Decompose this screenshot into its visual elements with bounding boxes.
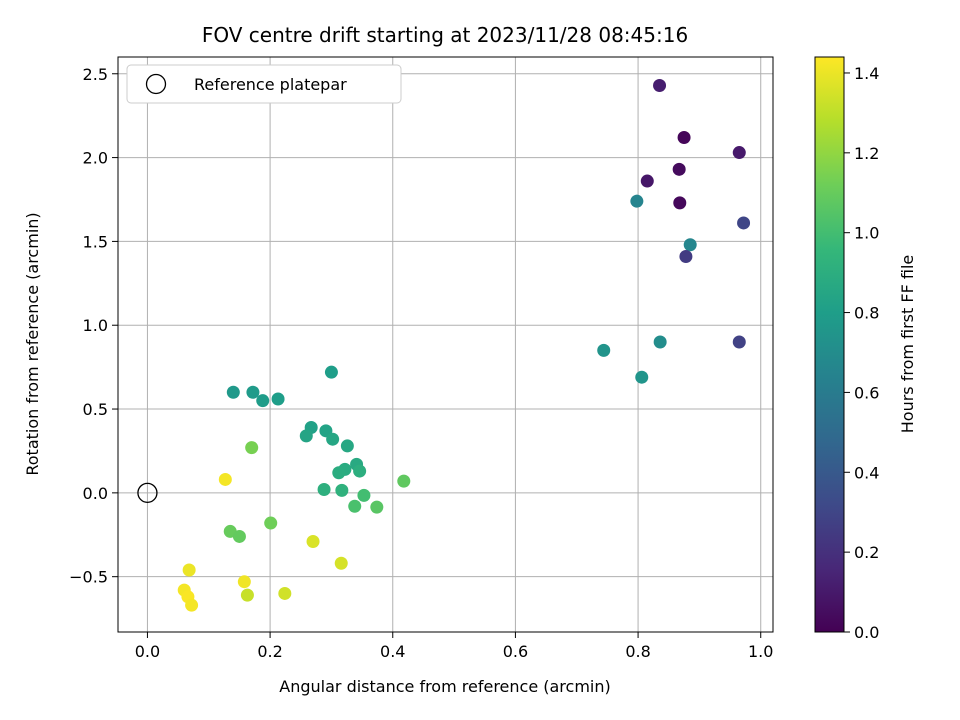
data-point (240, 588, 254, 602)
data-point (340, 439, 354, 453)
data-point (672, 162, 686, 176)
colorbar-ticks: 0.0 0.2 0.4 0.6 0.8 1.0 1.2 1.4 (844, 64, 879, 642)
data-point (397, 474, 411, 488)
data-point (370, 500, 384, 514)
y-tick-label: 1.5 (83, 232, 108, 251)
data-point (256, 394, 270, 408)
data-point (264, 516, 278, 530)
data-point (348, 499, 362, 513)
data-point (271, 392, 285, 406)
x-tick-label: 0.8 (625, 642, 650, 661)
colorbar-tick-label: 0.4 (854, 463, 879, 482)
y-tick-label: 2.0 (83, 149, 108, 168)
data-point (677, 130, 691, 144)
data-point (679, 249, 693, 263)
data-point (278, 586, 292, 600)
colorbar-tick-label: 0.8 (854, 304, 879, 323)
data-point (245, 441, 259, 455)
y-tick-label: 0.5 (83, 400, 108, 419)
x-tick-label: 0.6 (503, 642, 528, 661)
legend-marker-icon (145, 73, 167, 95)
colorbar-tick-label: 1.0 (854, 224, 879, 243)
data-point (237, 575, 251, 589)
data-point (334, 556, 348, 570)
data-point (640, 174, 654, 188)
data-point (326, 432, 340, 446)
data-point (737, 216, 751, 230)
y-tick-label: 0.0 (83, 484, 108, 503)
data-point (635, 370, 649, 384)
reference-marker (137, 482, 158, 504)
colorbar-tick-label: 0.2 (854, 543, 879, 562)
data-point (317, 483, 331, 497)
data-point (335, 483, 349, 497)
x-axis-ticks: 0.0 0.2 0.4 0.6 0.8 1.0 (135, 632, 773, 661)
x-tick-label: 1.0 (748, 642, 773, 661)
colorbar-tick-label: 0.0 (854, 623, 879, 642)
plot-frame (117, 56, 774, 633)
data-point (182, 563, 196, 577)
y-axis-label: Rotation from reference (arcmin) (23, 212, 42, 475)
x-axis-label: Angular distance from reference (arcmin) (279, 677, 610, 696)
data-point (653, 78, 667, 92)
data-point (353, 464, 367, 478)
data-point (218, 472, 232, 486)
data-point (306, 534, 320, 548)
colorbar-label: Hours from first FF file (898, 255, 917, 434)
colorbar-tick-label: 1.4 (854, 64, 879, 83)
data-point (597, 343, 611, 357)
data-point (673, 196, 687, 210)
x-tick-label: 0.0 (135, 642, 160, 661)
chart-title: FOV centre drift starting at 2023/11/28 … (202, 23, 688, 47)
data-point (232, 529, 246, 543)
y-tick-label: −0.5 (69, 568, 108, 587)
reference-platepar-point (137, 482, 158, 504)
data-point (683, 238, 697, 252)
data-point (185, 598, 199, 612)
legend-box (126, 64, 402, 104)
data-point (732, 146, 746, 160)
legend: Reference platepar (126, 64, 402, 104)
data-point (332, 466, 346, 480)
data-point (357, 488, 371, 502)
grid-lines (118, 57, 773, 632)
colorbar: 0.0 0.2 0.4 0.6 0.8 1.0 1.2 1.4 Hours from firs… (814, 56, 917, 642)
data-point (246, 385, 260, 399)
data-point (653, 335, 667, 349)
colorbar-gradient (814, 56, 845, 633)
data-point (299, 429, 313, 443)
data-point (732, 335, 746, 349)
y-axis-ticks: −0.5 0.0 0.5 1.0 1.5 2.0 2.5 (69, 65, 118, 587)
data-points (177, 78, 751, 612)
legend-entry-reference: Reference platepar (194, 75, 347, 94)
data-point (226, 385, 240, 399)
y-tick-label: 1.0 (83, 316, 108, 335)
colorbar-tick-label: 0.6 (854, 383, 879, 402)
x-tick-label: 0.2 (257, 642, 282, 661)
y-tick-label: 2.5 (83, 65, 108, 84)
data-point (324, 365, 338, 379)
x-tick-label: 0.4 (380, 642, 405, 661)
data-point (630, 194, 644, 208)
colorbar-tick-label: 1.2 (854, 144, 879, 163)
